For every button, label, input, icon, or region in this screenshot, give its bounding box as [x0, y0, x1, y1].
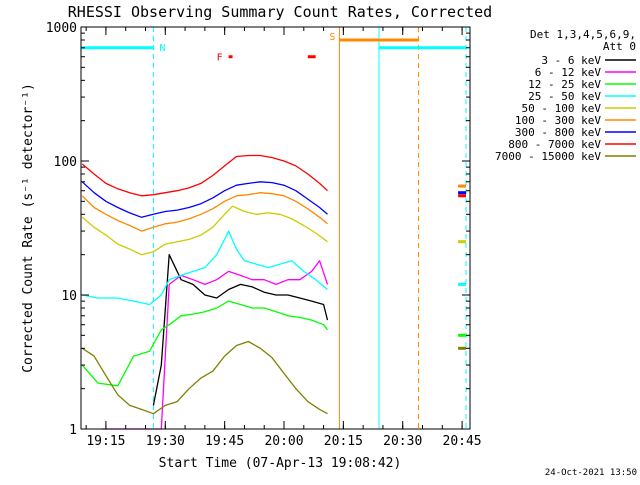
y-tick-label: 1 — [69, 423, 77, 438]
legend-label-25-50-kev: 25 - 50 keV — [528, 90, 601, 103]
x-tick-label: 19:15 — [86, 434, 125, 449]
plot-frame — [80, 26, 471, 430]
y-axis-label: Corrected Count Rate (s⁻¹ detector⁻¹) — [21, 83, 36, 373]
series-line-12-25-kev — [81, 300, 329, 387]
axes: 19:15 19:30 19:45 20:00 20:15 20:30 20:45 1 10 10… — [46, 21, 482, 449]
y-tick-label: 100 — [54, 155, 77, 170]
legend-label-300-800-kev: 300 - 800 keV — [515, 126, 601, 139]
legend-label-12-25-kev: 12 - 25 keV — [528, 78, 601, 91]
night-bar-label: N — [159, 43, 165, 54]
x-tick-label: 20:30 — [383, 434, 422, 449]
legend-label-800-7000-kev: 800 - 7000 keV — [508, 138, 601, 151]
x-tick-label: 20:00 — [264, 434, 303, 449]
x-tick-label: 20:15 — [324, 434, 363, 449]
x-tick-label: 20:45 — [443, 434, 482, 449]
flare-mark-label: F — [217, 53, 223, 64]
y-tick-label: 1000 — [46, 21, 77, 36]
y-tick-label: 10 — [61, 289, 77, 304]
legend-label-6-12-kev: 6 - 12 keV — [535, 66, 602, 79]
series-line-800-7000-kev — [81, 154, 328, 197]
series-line-50-100-kev — [81, 205, 328, 256]
chart-marks: N S F — [81, 27, 467, 430]
series-line-25-50-kev — [82, 230, 328, 306]
legend-label-50-100-kev: 50 - 100 keV — [522, 102, 602, 115]
series-line-3-6-kev — [152, 254, 329, 406]
series-line-100-300-kev — [81, 192, 328, 232]
chart-title: RHESSI Observing Summary Count Rates, Co… — [68, 3, 492, 21]
series-line-7000-15000-kev — [81, 340, 328, 415]
x-tick-label: 19:45 — [205, 434, 244, 449]
legend-label-3-6-kev: 3 - 6 keV — [541, 54, 601, 67]
x-axis-label: Start Time (07-Apr-13 19:08:42) — [159, 456, 402, 471]
series-line-300-800-kev — [81, 181, 328, 218]
legend-title: Att 0 — [603, 40, 636, 53]
legend-label-100-300-kev: 100 - 300 keV — [515, 114, 601, 127]
legend-label-7000-15000-kev: 7000 - 15000 keV — [495, 150, 601, 163]
legend-title: Det 1,3,4,5,6,9, — [530, 28, 636, 41]
footer-date: 24-Oct-2021 13:50 — [545, 468, 637, 478]
x-tick-label: 19:30 — [146, 434, 185, 449]
saa-bar-label: S — [329, 32, 335, 43]
